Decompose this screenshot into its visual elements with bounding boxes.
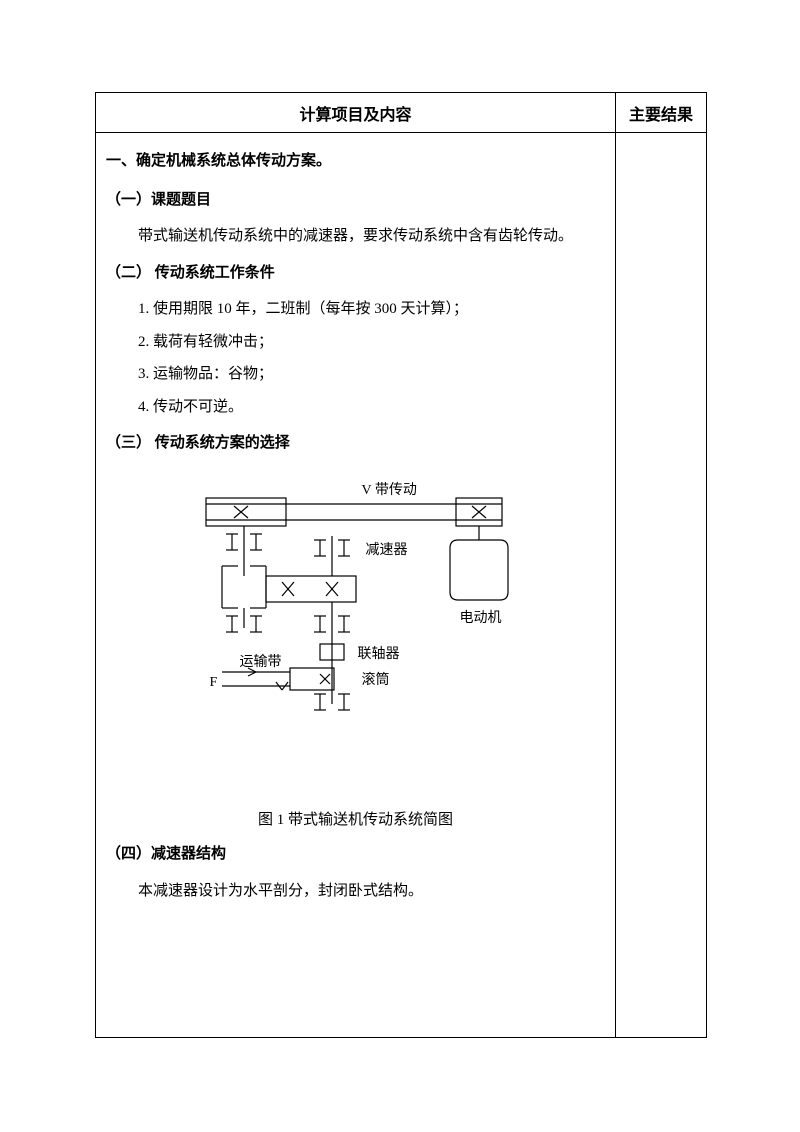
page-frame: 计算项目及内容 主要结果 一、确定机械系统总体传动方案。 （一）课题题目 带式输… <box>95 92 707 1038</box>
figure-caption: 图 1 带式输送机传动系统简图 <box>106 806 605 835</box>
content-main: 一、确定机械系统总体传动方案。 （一）课题题目 带式输送机传动系统中的减速器，要… <box>96 133 616 1037</box>
header-left: 计算项目及内容 <box>96 93 616 132</box>
label-reducer: 减速器 <box>366 538 408 565</box>
list-item: 1. 使用期限 10 年，二班制（每年按 300 天计算）； <box>106 295 605 324</box>
section-1-title: 一、确定机械系统总体传动方案。 <box>106 147 605 176</box>
list-item: 3. 运输物品：谷物； <box>106 360 605 389</box>
subsection-4-text: 本减速器设计为水平剖分，封闭卧式结构。 <box>106 877 605 906</box>
label-drum: 滚筒 <box>362 668 390 695</box>
table-header: 计算项目及内容 主要结果 <box>96 93 706 133</box>
subsection-2-title: （二） 传动系统工作条件 <box>106 259 605 288</box>
label-vbelt: V 带传动 <box>362 478 417 505</box>
transmission-diagram: V 带传动 减速器 电动机 联轴器 运输带 滚筒 F <box>176 476 536 736</box>
list-item: 4. 传动不可逆。 <box>106 393 605 422</box>
content-row: 一、确定机械系统总体传动方案。 （一）课题题目 带式输送机传动系统中的减速器，要… <box>96 133 706 1037</box>
subsection-4-title: （四）减速器结构 <box>106 840 605 869</box>
subsection-1-title: （一）课题题目 <box>106 186 605 215</box>
label-coupling: 联轴器 <box>358 642 400 669</box>
label-belt: 运输带 <box>240 650 282 677</box>
label-motor: 电动机 <box>460 606 502 633</box>
subsection-1-text: 带式输送机传动系统中的减速器，要求传动系统中含有齿轮传动。 <box>106 222 605 251</box>
subsection-3-title: （三） 传动系统方案的选择 <box>106 429 605 458</box>
label-force-f: F <box>210 670 218 697</box>
list-item: 2. 载荷有轻微冲击； <box>106 328 605 357</box>
results-column <box>616 133 706 1037</box>
header-right: 主要结果 <box>616 93 706 132</box>
